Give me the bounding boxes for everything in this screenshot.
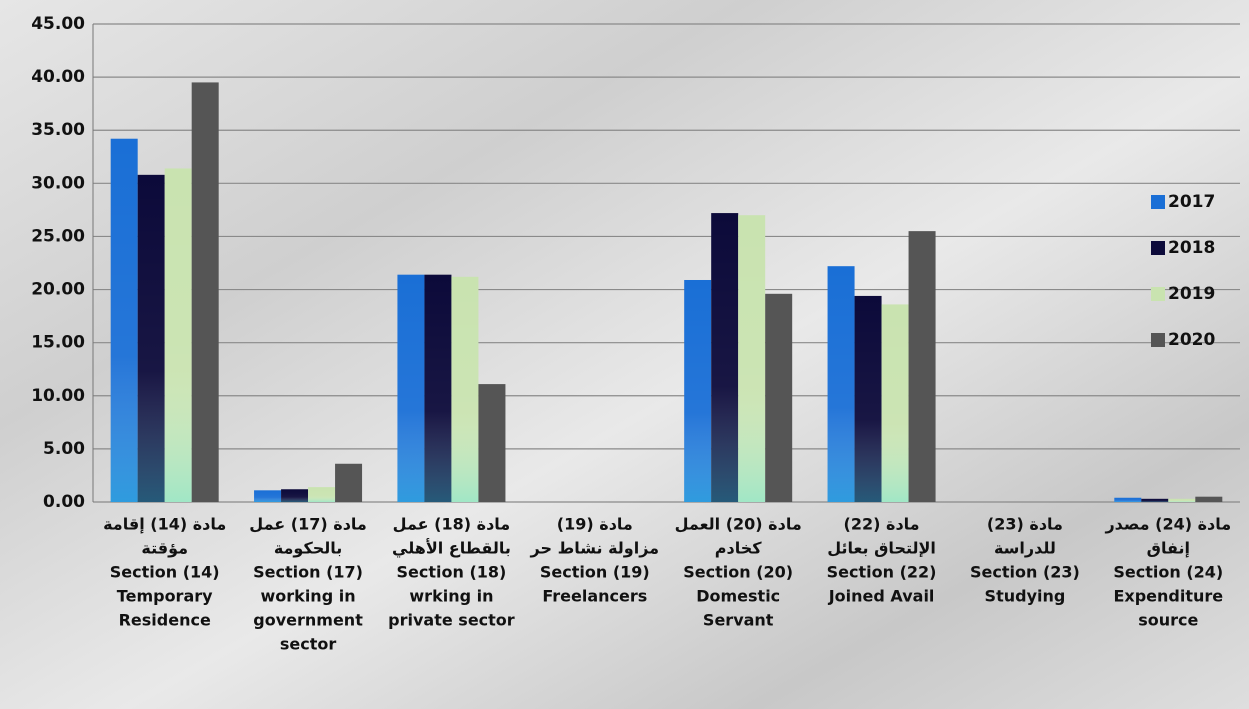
legend-swatch (1151, 195, 1165, 209)
y-tick-label: 25.00 (31, 226, 85, 246)
x-tick-label: wrking in (409, 587, 493, 606)
x-tick-label: مزاولة نشاط حر (530, 539, 660, 558)
bar (881, 304, 909, 502)
x-tick-label: مؤقتة (141, 539, 188, 558)
bar (711, 213, 739, 502)
x-tick-label: Temporary (117, 587, 213, 606)
x-tick-label: مادة (17) عمل (249, 515, 367, 534)
x-tick-label: private sector (388, 611, 515, 630)
bar (254, 490, 282, 502)
x-tick-label: Residence (119, 611, 211, 630)
x-tick-label: Section (23) (970, 563, 1080, 582)
bar (684, 279, 712, 502)
y-tick-label: 5.00 (43, 439, 85, 459)
bar (1141, 498, 1169, 502)
x-tick-label: مادة (19) (557, 515, 633, 534)
x-tick-label: Section (18) (397, 563, 507, 582)
bar (1114, 497, 1142, 502)
x-tick-label: Servant (703, 611, 774, 630)
bar (137, 174, 165, 502)
legend-label: 2019 (1168, 284, 1215, 304)
x-tick-label: مادة (14) إقامة (103, 515, 226, 534)
x-tick-label: مادة (20) العمل (675, 515, 802, 534)
bar (335, 463, 363, 502)
y-tick-label: 0.00 (43, 492, 85, 512)
x-tick-label: كخادم (715, 539, 762, 558)
x-tick-label: مادة (18) عمل (393, 515, 511, 534)
x-tick-label: source (1138, 611, 1198, 630)
bar (164, 168, 192, 502)
x-tick-label: Section (20) (683, 563, 793, 582)
x-tick-label: working in (261, 587, 356, 606)
legend-label: 2020 (1168, 330, 1215, 350)
x-tick-label: للدراسة (994, 539, 1056, 558)
bar (1168, 498, 1196, 502)
legend-label: 2017 (1168, 192, 1215, 212)
x-tick-label: بالحكومة (274, 539, 343, 558)
bar (765, 293, 793, 502)
bar (281, 489, 309, 502)
x-tick-label: مادة (24) مصدر (1104, 515, 1231, 534)
x-tick-label: مادة (22) (844, 515, 920, 534)
legend-swatch (1151, 241, 1165, 255)
x-tick-label: Studying (985, 587, 1066, 606)
legend-label: 2018 (1168, 238, 1215, 258)
x-tick-label: Section (19) (540, 563, 650, 582)
x-tick-label: Joined Avail (828, 587, 935, 606)
x-tick-label: مادة (23) (987, 515, 1063, 534)
x-tick-label: sector (280, 635, 337, 654)
y-tick-label: 35.00 (31, 120, 85, 140)
bar (827, 266, 855, 502)
x-tick-label: بالقطاع الأهلي (392, 539, 511, 559)
x-tick-label: إنفاق (1147, 539, 1190, 558)
y-tick-label: 15.00 (31, 333, 85, 353)
bar (478, 384, 506, 502)
x-tick-label: Expenditure (1113, 587, 1223, 606)
x-tick-label: Section (17) (253, 563, 363, 582)
bar (397, 274, 425, 502)
bar (738, 215, 766, 502)
x-tick-label: الإلتحاق بعائل (827, 539, 936, 558)
bar (110, 138, 138, 502)
x-tick-label: Freelancers (542, 587, 647, 606)
bar (908, 231, 936, 502)
bar (191, 82, 219, 502)
y-tick-label: 30.00 (31, 173, 85, 193)
y-tick-label: 20.00 (31, 280, 85, 300)
y-tick-label: 10.00 (31, 386, 85, 406)
x-tick-label: Section (24) (1113, 563, 1223, 582)
bar (308, 487, 336, 502)
legend-swatch (1151, 333, 1165, 347)
bar (451, 276, 479, 502)
x-tick-label: Section (14) (110, 563, 220, 582)
x-tick-label: Section (22) (827, 563, 937, 582)
y-tick-label: 45.00 (31, 14, 85, 34)
bar (1195, 496, 1223, 502)
legend-swatch (1151, 287, 1165, 301)
x-tick-label: Domestic (696, 587, 780, 606)
bar (424, 274, 452, 502)
y-tick-label: 40.00 (31, 67, 85, 87)
bar (854, 295, 882, 502)
x-tick-label: government (253, 611, 363, 630)
